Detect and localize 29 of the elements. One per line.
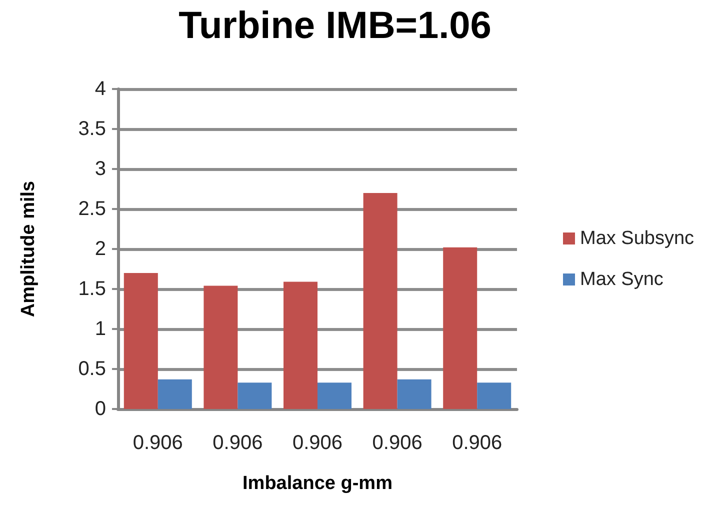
- legend-label: Max Sync: [580, 269, 664, 290]
- y-tick-label: 1.5: [78, 278, 106, 300]
- bar: [284, 282, 318, 409]
- bar: [238, 382, 272, 409]
- y-tick-label: 4: [94, 78, 106, 100]
- chart-title: Turbine IMB=1.06: [178, 5, 492, 47]
- y-tick-label: 0: [94, 398, 106, 420]
- y-tick-label: 0.5: [78, 358, 106, 380]
- bar: [204, 286, 238, 409]
- x-axis-title: Imbalance g-mm: [242, 473, 392, 494]
- y-tick-label: 3.5: [78, 118, 106, 140]
- y-tick-label: 2: [94, 238, 106, 260]
- bar: [477, 382, 512, 409]
- x-tick-label: 0.906: [452, 432, 502, 454]
- x-tick-label: 0.906: [372, 432, 422, 454]
- bar: [318, 382, 352, 409]
- y-tick-label: 3: [94, 158, 106, 180]
- bar: [397, 379, 432, 409]
- x-tick-label: 0.906: [292, 432, 343, 454]
- legend-label: Max Subsync: [580, 228, 694, 249]
- bar: [158, 379, 192, 409]
- bar: [363, 193, 398, 409]
- x-tick-label: 0.906: [132, 432, 183, 454]
- y-tick-label: 2.5: [78, 198, 106, 220]
- x-tick-label: 0.906: [212, 432, 263, 454]
- y-tick-label: 1: [94, 318, 106, 340]
- bar: [443, 247, 478, 409]
- y-axis-title: Amplitude mils: [18, 180, 39, 318]
- bar: [124, 273, 158, 409]
